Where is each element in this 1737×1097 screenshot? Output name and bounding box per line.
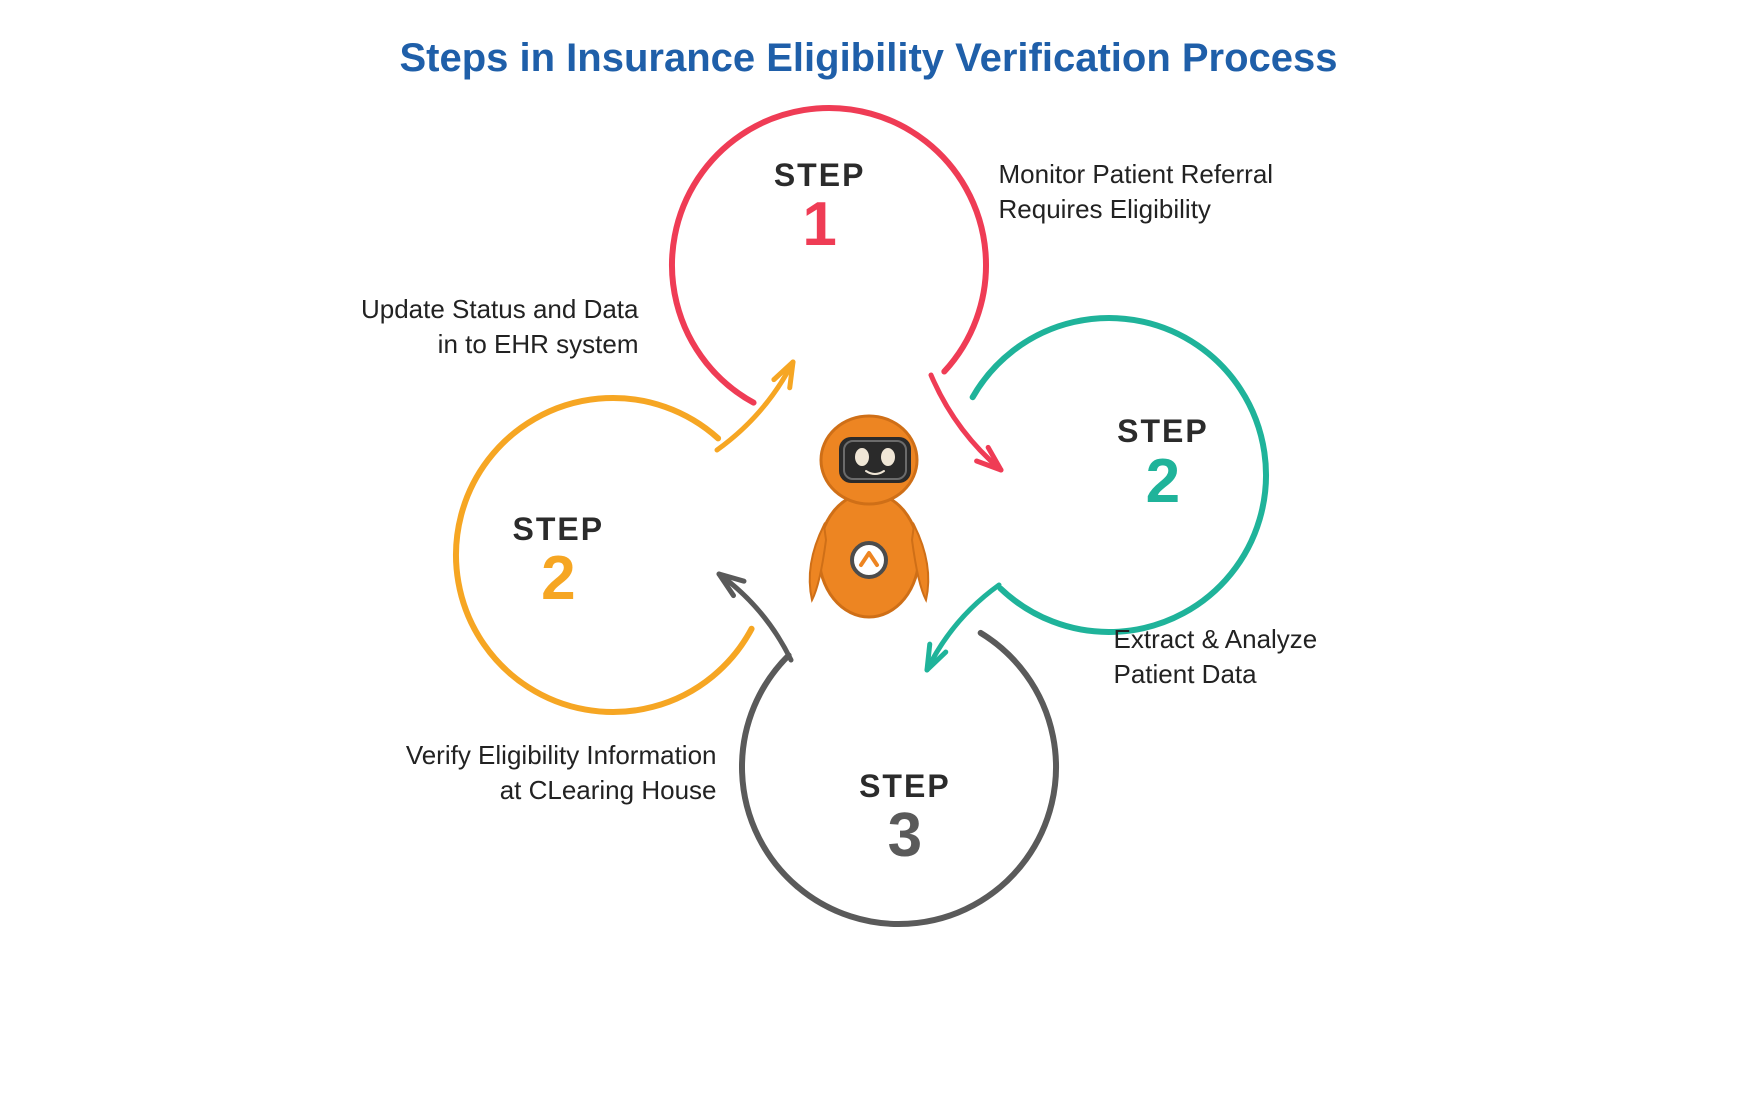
step3-description: Verify Eligibility Information at CLeari… <box>406 738 717 808</box>
step2l-word: STEP <box>448 513 668 547</box>
step3-word: STEP <box>795 770 1015 804</box>
step2l-description: Update Status and Data in to EHR system <box>361 292 639 362</box>
robot-icon <box>809 416 928 617</box>
step1-label: STEP1 <box>710 159 930 258</box>
step1-description: Monitor Patient Referral Requires Eligib… <box>999 157 1274 227</box>
step1-word: STEP <box>710 159 930 193</box>
step3-label: STEP3 <box>795 770 1015 869</box>
step3-number: 3 <box>795 803 1015 868</box>
step2l-label: STEP2 <box>448 513 668 612</box>
step2r-word: STEP <box>1053 415 1273 449</box>
diagram-stage: Steps in Insurance Eligibility Verificat… <box>129 0 1609 920</box>
step2r-label: STEP2 <box>1053 415 1273 514</box>
step1-number: 1 <box>710 192 930 257</box>
step2l-number: 2 <box>448 546 668 611</box>
step2r-description: Extract & Analyze Patient Data <box>1114 622 1318 692</box>
step2r-number: 2 <box>1053 449 1273 514</box>
